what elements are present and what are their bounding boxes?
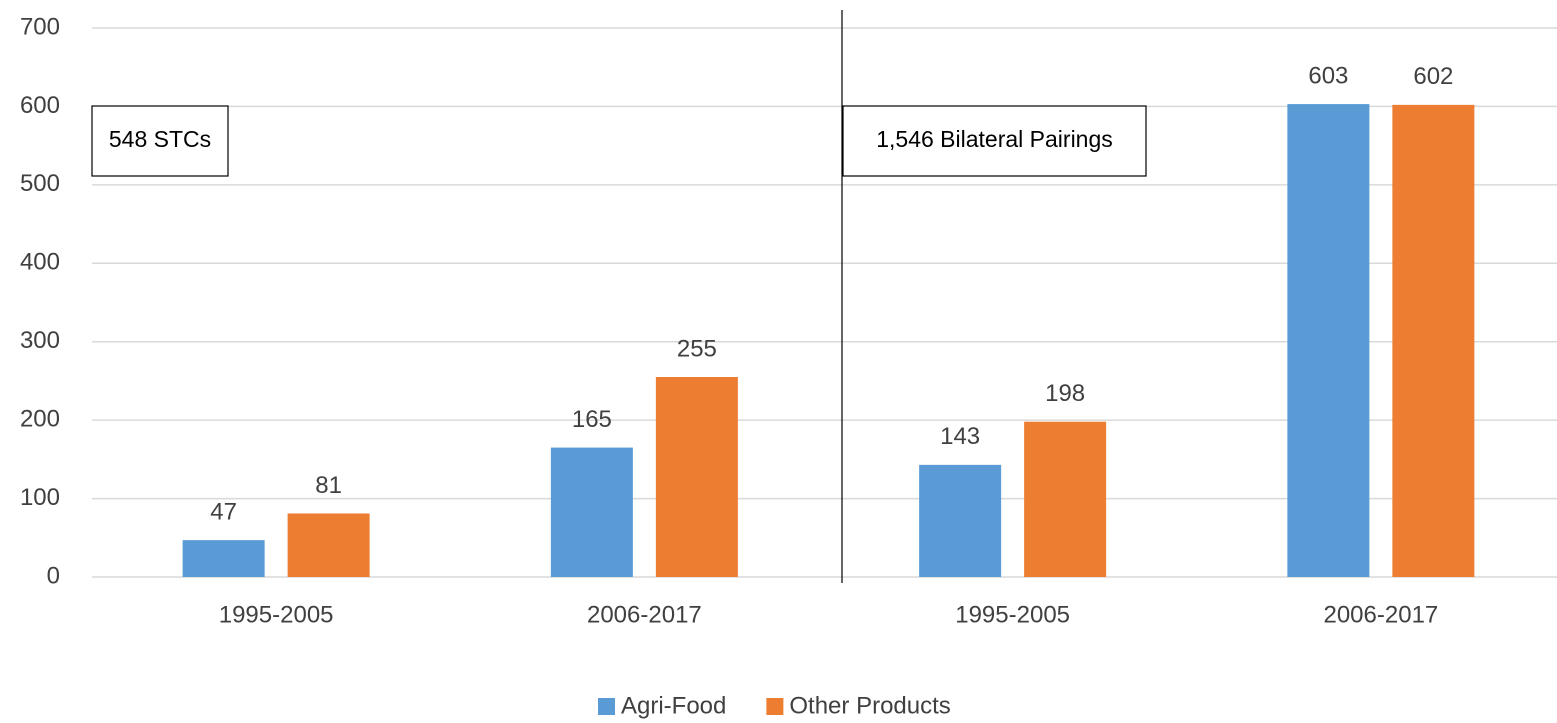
y-tick-label: 600 xyxy=(20,92,60,119)
y-tick-label: 0 xyxy=(47,562,60,589)
x-tick-label: 1995-2005 xyxy=(219,601,334,628)
y-tick-label: 300 xyxy=(20,327,60,354)
bar xyxy=(287,513,370,577)
x-tick-label: 2006-2017 xyxy=(1323,601,1438,628)
x-tick-label: 2006-2017 xyxy=(587,601,702,628)
data-label: 165 xyxy=(572,406,612,433)
data-label: 603 xyxy=(1308,62,1348,89)
bar xyxy=(550,447,633,577)
bar xyxy=(1392,104,1475,578)
data-label: 81 xyxy=(315,472,342,499)
annotation: 1,546 Bilateral Pairings xyxy=(876,126,1113,152)
data-label: 255 xyxy=(677,335,717,362)
legend-label: Agri-Food xyxy=(621,692,726,719)
bar xyxy=(919,464,1002,577)
data-label: 602 xyxy=(1413,63,1453,90)
legend-swatch xyxy=(766,698,784,715)
bar xyxy=(1287,104,1370,577)
bar xyxy=(655,377,738,577)
data-label: 198 xyxy=(1045,380,1085,407)
y-tick-label: 500 xyxy=(20,170,60,197)
annotation-box xyxy=(91,105,229,177)
y-tick-label: 200 xyxy=(20,405,60,432)
bar xyxy=(182,540,265,577)
x-tick-label: 1995-2005 xyxy=(955,601,1070,628)
data-label: 47 xyxy=(210,498,237,525)
y-tick-label: 700 xyxy=(20,13,60,40)
data-label: 143 xyxy=(940,423,980,450)
y-tick-label: 400 xyxy=(20,249,60,276)
y-tick-label: 100 xyxy=(20,484,60,511)
annotation: 548 STCs xyxy=(109,126,211,152)
annotation-box xyxy=(842,105,1147,177)
legend-label: Other Products xyxy=(789,692,950,719)
legend-swatch xyxy=(598,698,615,715)
bar xyxy=(1024,421,1107,577)
